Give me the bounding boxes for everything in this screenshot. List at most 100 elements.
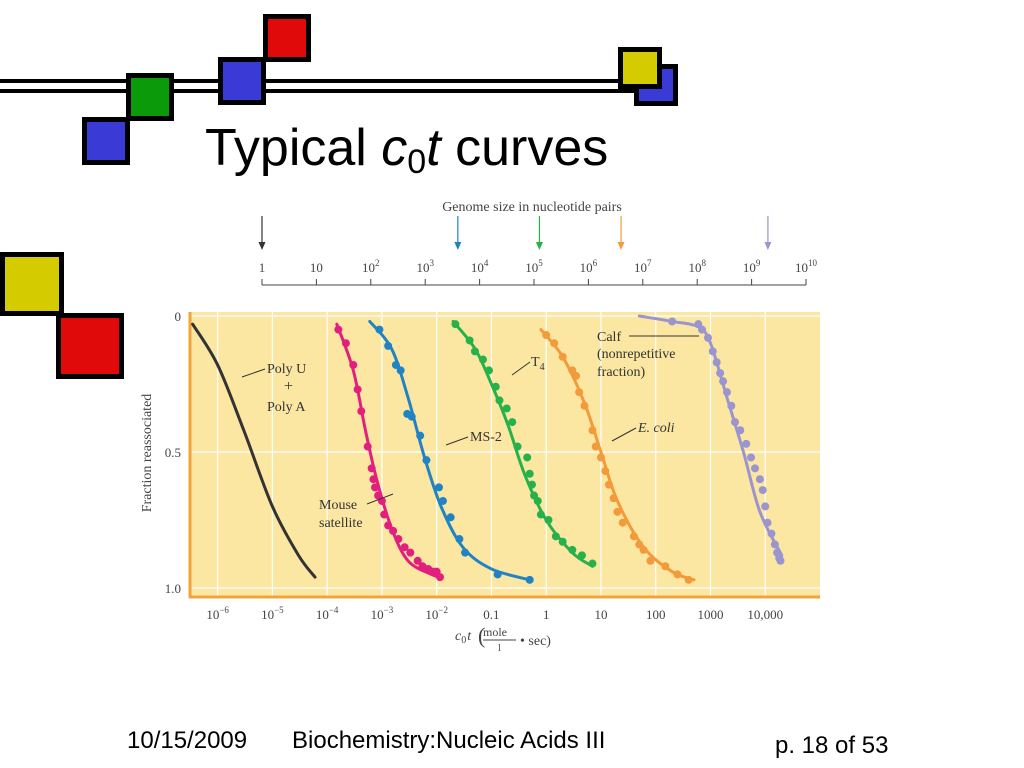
point-ecoli: [618, 518, 627, 527]
genome-arrowhead-ecoli: [617, 242, 625, 250]
y-tick-label: 1.0: [165, 581, 181, 596]
point-calf: [770, 540, 779, 549]
series-labels: Poly U + Poly A Mouse satellite MS-2 T4 …: [241, 330, 699, 531]
genome-tick-label: 104: [471, 258, 489, 275]
point-mouse: [394, 535, 403, 544]
curve-ms2: [368, 319, 532, 582]
leader-t4: [511, 361, 531, 376]
genome-arrowhead-poly: [258, 242, 266, 250]
point-ms2: [461, 548, 470, 557]
point-calf: [755, 475, 764, 484]
yellow-square-deco-2: [0, 252, 64, 316]
leader-poly: [241, 368, 266, 378]
x-tick-label: 10−2: [425, 605, 448, 622]
point-calf: [736, 426, 745, 435]
point-t4: [470, 347, 479, 356]
point-calf: [742, 439, 751, 448]
point-calf: [767, 529, 776, 538]
point-t4: [558, 537, 567, 546]
x-tick-label: 0.1: [483, 607, 499, 622]
point-calf: [730, 418, 739, 427]
point-t4: [551, 532, 560, 541]
x-tick-label: 10−3: [371, 605, 394, 622]
point-ecoli: [601, 467, 610, 476]
point-ecoli: [596, 453, 605, 462]
blue-square-deco: [218, 57, 266, 105]
point-mouse: [349, 360, 358, 369]
point-ms2: [375, 325, 384, 334]
genome-tick-label: 106: [580, 258, 598, 275]
point-t4: [451, 320, 460, 329]
series-ecoli: [539, 328, 696, 584]
red-square-deco-2: [56, 313, 124, 379]
point-calf: [719, 377, 728, 386]
point-t4: [508, 418, 517, 427]
label-ecoli: E. coli: [637, 421, 675, 436]
point-calf: [722, 388, 731, 397]
yellow-square-deco: [618, 47, 662, 89]
leader-ms2: [445, 436, 469, 446]
x-axis-unit-num: mole: [483, 625, 507, 639]
y-tick-label: 0: [175, 309, 182, 324]
point-mouse: [384, 521, 393, 530]
point-t4: [502, 404, 511, 413]
point-mouse: [371, 483, 380, 492]
point-mouse: [435, 573, 444, 582]
point-ms2: [391, 360, 400, 369]
x-tick-label: 1000: [697, 607, 723, 622]
blue-square-deco-2: [82, 117, 130, 165]
point-calf: [776, 556, 785, 565]
genome-arrowhead-ms2: [454, 242, 462, 250]
point-ms2: [493, 570, 502, 579]
point-mouse: [341, 339, 350, 348]
footer-date: 10/15/2009: [127, 727, 248, 754]
point-ecoli: [629, 532, 638, 541]
point-t4: [536, 510, 545, 519]
red-square-deco: [263, 14, 311, 62]
x-axis-sub: 0: [461, 635, 466, 646]
label-calf-2: (nonrepetitive: [597, 347, 676, 362]
label-poly-plus: +: [284, 378, 293, 395]
y-tick-label: 0.5: [165, 445, 181, 460]
label-t4: T4: [531, 355, 545, 373]
point-mouse: [380, 510, 389, 519]
point-ecoli: [613, 507, 622, 516]
genome-tick-label: 1010: [795, 258, 818, 275]
label-poly-u: Poly U: [267, 362, 306, 377]
point-t4: [478, 355, 487, 364]
green-square-deco: [126, 73, 174, 121]
point-calf: [716, 369, 725, 378]
point-ecoli: [673, 570, 682, 579]
point-t4: [513, 442, 522, 451]
point-mouse: [367, 464, 376, 473]
point-ms2: [525, 575, 534, 584]
point-mouse: [369, 475, 378, 484]
point-ms2: [416, 431, 425, 440]
plot-background: [189, 312, 820, 598]
genome-axis: Genome size in nucleotide pairs 1 10 102 10…: [258, 200, 818, 286]
point-mouse: [400, 543, 409, 552]
x-tick-label: 10,000: [747, 607, 783, 622]
point-ms2: [422, 456, 431, 465]
point-ecoli: [558, 352, 567, 361]
point-ecoli: [591, 442, 600, 451]
point-mouse: [413, 556, 422, 565]
x-tick-label: 1: [543, 607, 550, 622]
point-ecoli: [588, 426, 597, 435]
label-t4-main: T: [531, 355, 540, 370]
point-calf: [668, 317, 677, 326]
point-t4: [533, 496, 542, 505]
genome-tick-label: 1: [259, 260, 266, 275]
point-ms2: [384, 341, 393, 350]
point-mouse: [389, 526, 398, 535]
svg-text:c0t: c0t: [455, 629, 472, 646]
genome-tick-label: 10: [310, 260, 323, 275]
point-t4: [544, 516, 553, 524]
label-mouse-1: Mouse: [319, 498, 357, 513]
x-axis-unit-den: l: [498, 643, 501, 654]
label-calf-1: Calf: [597, 330, 621, 345]
point-calf: [712, 358, 721, 367]
point-t4: [465, 336, 474, 345]
x-axis-label: c0t ( mole l • sec): [455, 623, 551, 654]
